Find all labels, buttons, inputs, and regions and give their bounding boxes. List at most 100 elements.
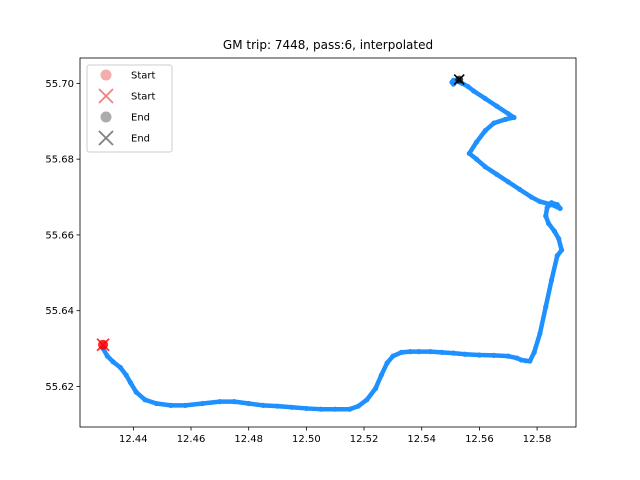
trajectory-point bbox=[556, 236, 562, 242]
trajectory-point bbox=[153, 400, 160, 407]
trajectory-point bbox=[522, 358, 529, 364]
trajectory-point bbox=[537, 198, 543, 205]
x-axis: 12.44 12.46 12.48 12.50 12.52 12.54 12.56 12.58 bbox=[119, 427, 551, 445]
trajectory-point bbox=[439, 349, 445, 355]
trajectory-point bbox=[482, 128, 488, 134]
trajectory-point bbox=[466, 150, 472, 157]
trajectory-point bbox=[543, 304, 549, 310]
trajectory-point bbox=[511, 114, 517, 121]
legend-label: Start bbox=[131, 71, 156, 82]
trajectory-point bbox=[110, 359, 116, 365]
x-tick-label: 12.52 bbox=[350, 434, 379, 445]
trajectory-point bbox=[537, 330, 543, 337]
trajectory-point bbox=[104, 353, 110, 359]
x-tick-label: 12.44 bbox=[119, 434, 148, 445]
trajectory-point bbox=[514, 355, 520, 361]
trajectory-point bbox=[494, 171, 500, 177]
x-tick-label: 12.56 bbox=[465, 434, 494, 445]
trajectory-point bbox=[528, 194, 534, 200]
trajectory-point bbox=[546, 220, 552, 227]
trajectory-point bbox=[518, 357, 524, 363]
trajectory-point bbox=[416, 349, 422, 355]
trajectory-point bbox=[142, 397, 148, 403]
x-tick-label: 12.46 bbox=[177, 434, 206, 445]
trajectory-point bbox=[473, 139, 480, 145]
trajectory-point bbox=[318, 406, 324, 412]
legend-marker-circle bbox=[100, 111, 112, 123]
trajectory-point bbox=[133, 389, 139, 395]
trajectory-point bbox=[303, 405, 309, 412]
trajectory-point bbox=[378, 372, 384, 378]
trajectory-point bbox=[182, 402, 188, 409]
trajectory-point bbox=[274, 403, 281, 409]
plot-area bbox=[96, 74, 565, 412]
trajectory-point bbox=[558, 247, 565, 253]
trajectory-point bbox=[407, 349, 413, 355]
legend-label: End bbox=[131, 134, 150, 145]
trajectory-point bbox=[543, 213, 549, 219]
trajectory-point bbox=[551, 228, 557, 234]
trajectory-point bbox=[347, 406, 353, 412]
x-tick-label: 12.58 bbox=[523, 434, 552, 445]
trajectory-point bbox=[127, 380, 134, 386]
trajectory-point bbox=[505, 353, 511, 359]
trajectory-point bbox=[473, 156, 480, 162]
trajectory-point bbox=[491, 120, 497, 126]
legend-marker-x bbox=[98, 88, 114, 104]
trajectory-point bbox=[471, 88, 477, 94]
trajectory-point bbox=[372, 385, 379, 391]
trajectory-point bbox=[246, 400, 252, 407]
y-axis: 55.62 55.64 55.66 55.68 55.70 bbox=[45, 79, 80, 393]
trajectory-point bbox=[384, 360, 390, 366]
end-x-mark bbox=[453, 74, 465, 86]
trajectory-point bbox=[494, 103, 500, 109]
legend: Start Start End End bbox=[86, 64, 173, 153]
trajectory-point bbox=[168, 402, 174, 409]
trajectory-point bbox=[502, 116, 508, 122]
trajectory-point bbox=[505, 179, 511, 185]
trajectory-point bbox=[364, 397, 370, 403]
trajectory-point bbox=[332, 406, 338, 412]
y-tick-label: 55.62 bbox=[45, 382, 74, 393]
trajectory-point bbox=[548, 277, 555, 283]
start-x-mark bbox=[96, 338, 110, 352]
trajectory-point bbox=[554, 253, 560, 259]
axes-frame bbox=[79, 57, 577, 428]
trajectory-point bbox=[427, 349, 433, 355]
y-tick-label: 55.70 bbox=[45, 79, 74, 90]
trajectory-point bbox=[462, 351, 468, 357]
trajectory-point bbox=[260, 402, 266, 409]
trajectory-point bbox=[531, 349, 537, 355]
x-tick-label: 12.50 bbox=[292, 434, 321, 445]
legend-label: End bbox=[131, 113, 150, 124]
trajectory-point bbox=[398, 349, 405, 355]
legend-label: Start bbox=[131, 92, 156, 103]
trajectory-point bbox=[517, 186, 523, 193]
trajectory-point bbox=[199, 400, 206, 407]
trajectory-point bbox=[123, 372, 129, 378]
trajectory-point bbox=[554, 202, 560, 208]
trajectory-point bbox=[217, 399, 223, 405]
trajectory-point bbox=[465, 83, 471, 90]
trajectory-point bbox=[476, 352, 482, 358]
trajectory-point bbox=[548, 202, 555, 208]
trajectory-point bbox=[505, 111, 511, 117]
trajectory-point bbox=[289, 404, 295, 410]
y-tick-label: 55.66 bbox=[45, 230, 74, 241]
legend-marker-circle bbox=[100, 69, 112, 81]
trajectory-point bbox=[482, 95, 488, 102]
trajectory-point bbox=[117, 364, 123, 371]
trajectory-point bbox=[482, 164, 488, 170]
chart-title: GM trip: 7448, pass:6, interpolated bbox=[223, 38, 433, 52]
legend-box bbox=[86, 64, 173, 153]
trajectory-point bbox=[390, 353, 396, 359]
x-tick-label: 12.48 bbox=[234, 434, 263, 445]
trajectory-point bbox=[231, 399, 237, 405]
legend-marker-x bbox=[98, 130, 114, 146]
trajectory-point bbox=[557, 205, 563, 212]
trajectory-point bbox=[450, 350, 457, 356]
trajectory-point bbox=[491, 352, 497, 358]
y-tick-label: 55.64 bbox=[45, 306, 74, 317]
y-tick-label: 55.68 bbox=[45, 155, 74, 166]
